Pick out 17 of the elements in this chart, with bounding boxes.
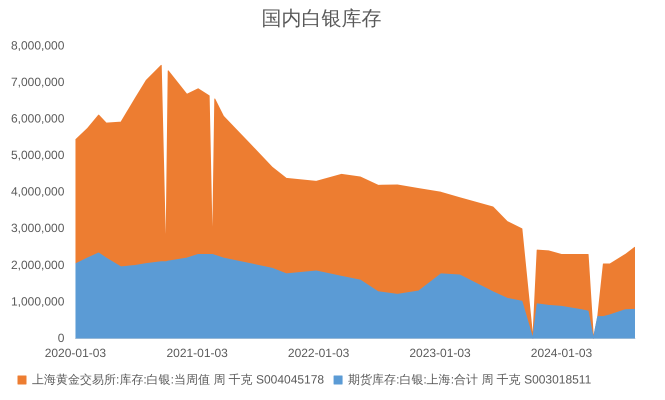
y-tick-label: 5,000,000	[10, 148, 65, 162]
x-tick-label: 2022-01-03	[288, 346, 350, 360]
y-tick-label: 2,000,000	[10, 258, 65, 272]
x-tick-label: 2024-01-03	[530, 346, 592, 360]
legend-label: 期货库存:白银:上海:合计 周 千克 S003018511	[348, 372, 592, 386]
chart-title: 国内白银库存	[262, 6, 382, 30]
y-tick-label: 4,000,000	[10, 184, 65, 199]
y-tick-label: 7,000,000	[10, 74, 65, 89]
y-tick-label: 3,000,000	[10, 221, 65, 236]
legend-label: 上海黄金交易所:库存:白银:当周值 周 千克 S004045178	[32, 372, 324, 386]
y-tick-label: 6,000,000	[10, 111, 65, 126]
x-tick-label: 2023-01-03	[409, 346, 472, 360]
x-tick-label: 2021-01-03	[166, 346, 228, 360]
y-tick-label: 1,000,000	[10, 294, 65, 308]
y-tick-label: 0	[58, 330, 65, 345]
x-tick-label: 2020-01-03	[44, 346, 106, 360]
y-tick-label: 8,000,000	[10, 38, 65, 52]
